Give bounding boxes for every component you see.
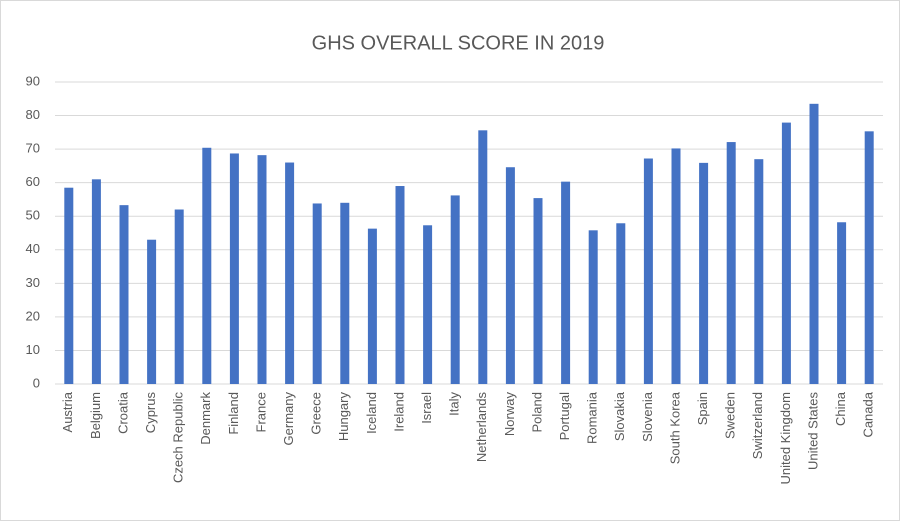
x-tick-label: Germany — [281, 392, 296, 446]
x-tick-label: Belgium — [88, 392, 103, 439]
x-tick-label: Austria — [60, 391, 75, 432]
bar — [726, 142, 736, 384]
x-tick-label: France — [253, 392, 268, 432]
x-tick-label: Italy — [447, 392, 462, 416]
y-tick-label: 60 — [26, 174, 40, 189]
bar — [229, 153, 239, 384]
bar — [91, 179, 101, 384]
y-tick-label: 70 — [26, 141, 40, 156]
y-tick-label: 0 — [33, 375, 40, 390]
y-tick-label: 40 — [26, 241, 40, 256]
bar — [340, 202, 350, 384]
bar — [285, 162, 295, 384]
bar — [533, 198, 543, 384]
x-tick-label: Israel — [419, 392, 434, 424]
x-tick-label: Sweden — [723, 392, 738, 439]
x-tick-label: Finland — [226, 392, 241, 435]
bar — [864, 131, 874, 384]
bar — [119, 205, 129, 384]
bar — [450, 195, 460, 384]
bar — [616, 223, 626, 384]
y-tick-label: 80 — [26, 107, 40, 122]
x-tick-label: Portugal — [557, 392, 572, 441]
bar — [505, 167, 515, 384]
x-tick-label: Poland — [529, 392, 544, 432]
bar — [588, 230, 598, 384]
bar — [781, 122, 791, 384]
y-tick-label: 20 — [26, 308, 40, 323]
bar — [478, 130, 488, 384]
x-tick-label: Ireland — [391, 392, 406, 432]
y-tick-label: 30 — [26, 275, 40, 290]
x-tick-label: Iceland — [364, 392, 379, 434]
x-tick-label: South Korea — [667, 391, 682, 464]
bar — [312, 203, 322, 384]
x-tick-label: United Kingdom — [778, 392, 793, 485]
x-tick-label: Croatia — [115, 391, 130, 434]
x-tick-label: Switzerland — [750, 392, 765, 459]
bar — [64, 187, 74, 384]
x-tick-label: Czech Republic — [171, 392, 186, 484]
y-tick-label: 50 — [26, 208, 40, 223]
bar — [809, 103, 819, 385]
bar — [643, 158, 653, 384]
bar — [699, 162, 709, 384]
x-tick-label: Slovenia — [640, 391, 655, 442]
y-tick-label: 90 — [26, 73, 40, 88]
bar — [202, 147, 212, 384]
x-tick-label: Netherlands — [474, 392, 489, 463]
x-tick-label: Canada — [861, 391, 876, 437]
x-tick-label: Romania — [585, 391, 600, 444]
x-tick-label: Greece — [309, 392, 324, 435]
bar — [395, 186, 405, 384]
bar — [174, 209, 184, 384]
x-tick-label: Hungary — [336, 392, 351, 442]
x-tick-label: Denmark — [198, 392, 213, 445]
x-tick-label: Slovakia — [612, 391, 627, 441]
chart-title: GHS OVERALL SCORE IN 2019 — [312, 32, 605, 54]
x-tick-label: United States — [805, 392, 820, 471]
bar — [257, 155, 267, 384]
x-tick-label: Cyprus — [143, 392, 158, 434]
x-tick-label: Spain — [695, 392, 710, 425]
x-tick-label: China — [833, 391, 848, 426]
bar — [754, 159, 764, 384]
bar — [147, 239, 157, 384]
bar — [423, 225, 433, 384]
x-tick-label: Norway — [502, 392, 517, 437]
y-tick-label: 10 — [26, 342, 40, 357]
bar — [837, 222, 847, 384]
bar — [671, 148, 681, 384]
bar — [367, 228, 377, 384]
bar — [561, 181, 571, 384]
